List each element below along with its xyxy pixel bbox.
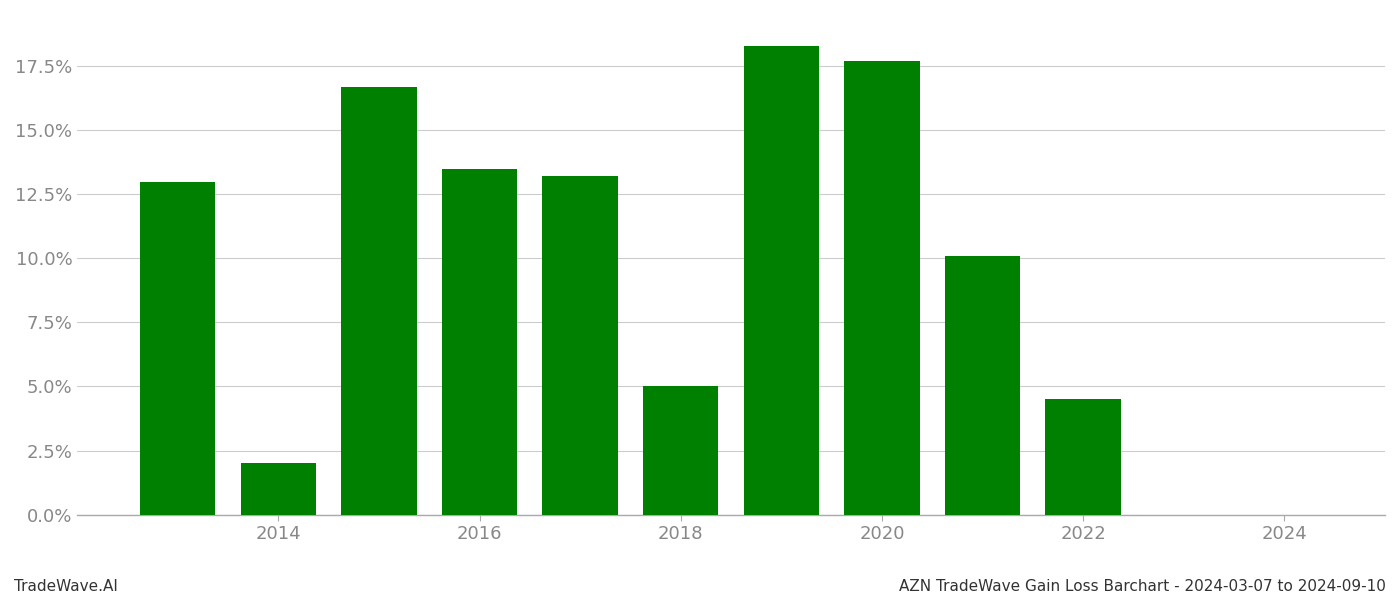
Text: AZN TradeWave Gain Loss Barchart - 2024-03-07 to 2024-09-10: AZN TradeWave Gain Loss Barchart - 2024-… [899,579,1386,594]
Bar [140,182,216,515]
Bar [542,176,617,515]
Bar [342,87,417,515]
Bar [241,463,316,515]
Bar [743,46,819,515]
Bar [442,169,517,515]
Bar [643,386,718,515]
Bar [1046,399,1121,515]
Bar [844,61,920,515]
Text: TradeWave.AI: TradeWave.AI [14,579,118,594]
Bar [945,256,1021,515]
